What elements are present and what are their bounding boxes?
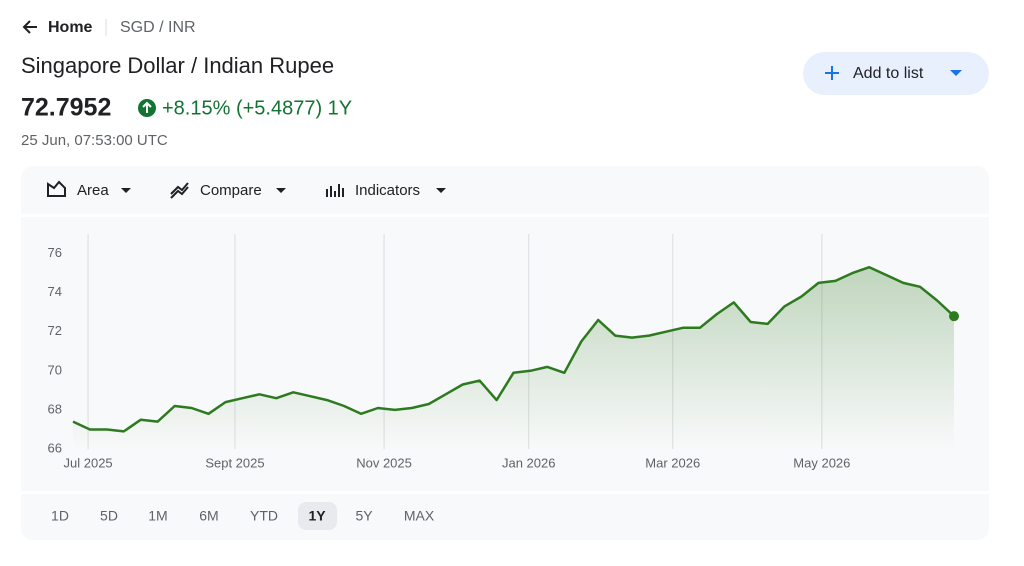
back-link[interactable]: Home	[22, 19, 93, 36]
last-point	[949, 311, 959, 322]
line	[72, 265, 955, 433]
y-tick-label: 70	[48, 362, 62, 377]
add-button[interactable]: Add to list	[803, 52, 989, 95]
button-bg	[803, 52, 989, 95]
range-button[interactable]: YTD	[250, 508, 278, 524]
area-icon	[47, 180, 66, 197]
y-tick-label: 76	[48, 245, 62, 260]
range-button[interactable]: 1D	[51, 508, 69, 524]
toolbar-item[interactable]: Indicators	[355, 182, 420, 199]
range-button[interactable]: 1Y	[308, 508, 326, 524]
back-icon	[22, 20, 37, 34]
caret	[950, 70, 962, 76]
y-tick-label: 74	[48, 284, 62, 299]
range-button[interactable]: 6M	[199, 508, 218, 524]
toolbar-item[interactable]: Compare	[200, 182, 262, 199]
plus-icon	[825, 66, 839, 80]
range-button[interactable]: 5Y	[355, 508, 373, 524]
x-tick-label: Mar 2026	[645, 455, 700, 470]
button-text: Add to list	[853, 65, 924, 82]
title: Singapore Dollar / Indian Rupee	[21, 53, 334, 78]
timestamp: 25 Jun, 07:53:00 UTC	[21, 132, 168, 149]
price: 72.7952	[21, 94, 111, 122]
range-selected-bg	[298, 502, 337, 530]
compare-icon	[170, 182, 189, 199]
x-tick-label: Nov 2025	[356, 455, 412, 470]
range-button[interactable]: 1M	[148, 508, 167, 524]
y-tick-label: 68	[48, 401, 62, 416]
y-tick-label: 72	[48, 323, 62, 338]
x-tick-label: May 2026	[793, 455, 850, 470]
indicators-icon	[326, 184, 344, 197]
x-tick-label: Jan 2026	[502, 455, 556, 470]
back-text: Home	[48, 19, 93, 36]
x-tick-label: Jul 2025	[64, 455, 113, 470]
up-arrow	[142, 101, 152, 113]
range-button[interactable]: 5D	[100, 508, 118, 524]
y-tick-label: 66	[48, 440, 62, 455]
area	[73, 267, 954, 449]
carets	[121, 188, 446, 193]
change: +8.15% (+5.4877) 1Y	[162, 97, 352, 119]
x-tick-label: Sept 2025	[205, 455, 264, 470]
toolbar-item[interactable]: Area	[77, 182, 109, 199]
breadcrumb: SGD / INR	[120, 19, 196, 36]
range-button[interactable]: MAX	[404, 508, 435, 524]
